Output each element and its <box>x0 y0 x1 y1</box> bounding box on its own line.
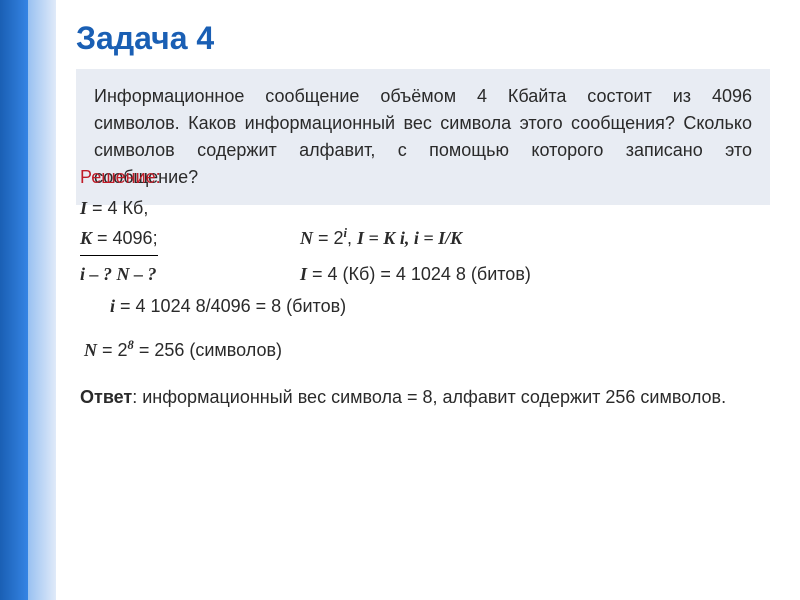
answer-label: Ответ <box>80 387 132 407</box>
val-K: = 4096; <box>92 228 158 248</box>
given-row-2: K = 4096; N = 2i, I = K i, i = I/K <box>80 223 766 260</box>
formula-4: N = 28 = 256 (символов) <box>84 335 766 365</box>
find-vars: i – ? N – ? <box>80 264 157 284</box>
var-K: K <box>80 228 92 248</box>
sidebar-light <box>28 0 56 600</box>
val-I: = 4 Кб, <box>87 198 148 218</box>
formula-3: i = 4 1024 8/4096 = 8 (битов) <box>110 292 766 321</box>
var-I: I <box>80 198 87 218</box>
given-row-1: I = 4 Кб, <box>80 194 766 223</box>
solution-body: I = 4 Кб, K = 4096; N = 2i, I = K i, i =… <box>76 188 770 418</box>
sidebar-dark <box>0 0 28 600</box>
answer-text: : информационный вес символа = 8, алфави… <box>132 387 726 407</box>
find-row: i – ? N – ? I = 4 (Кб) = 4 1024 8 (битов… <box>80 260 766 289</box>
solution-label: Решение: <box>80 167 770 188</box>
answer: Ответ: информационный вес символа = 8, а… <box>80 383 766 412</box>
formula-2: I = 4 (Кб) = 4 1024 8 (битов) <box>260 260 766 289</box>
slide-title: Задача 4 <box>76 20 770 57</box>
slide-content: Задача 4 Информационное сообщение объёмо… <box>56 0 800 438</box>
formula-1: N = 2i, I = K i, i = I/K <box>260 223 766 253</box>
